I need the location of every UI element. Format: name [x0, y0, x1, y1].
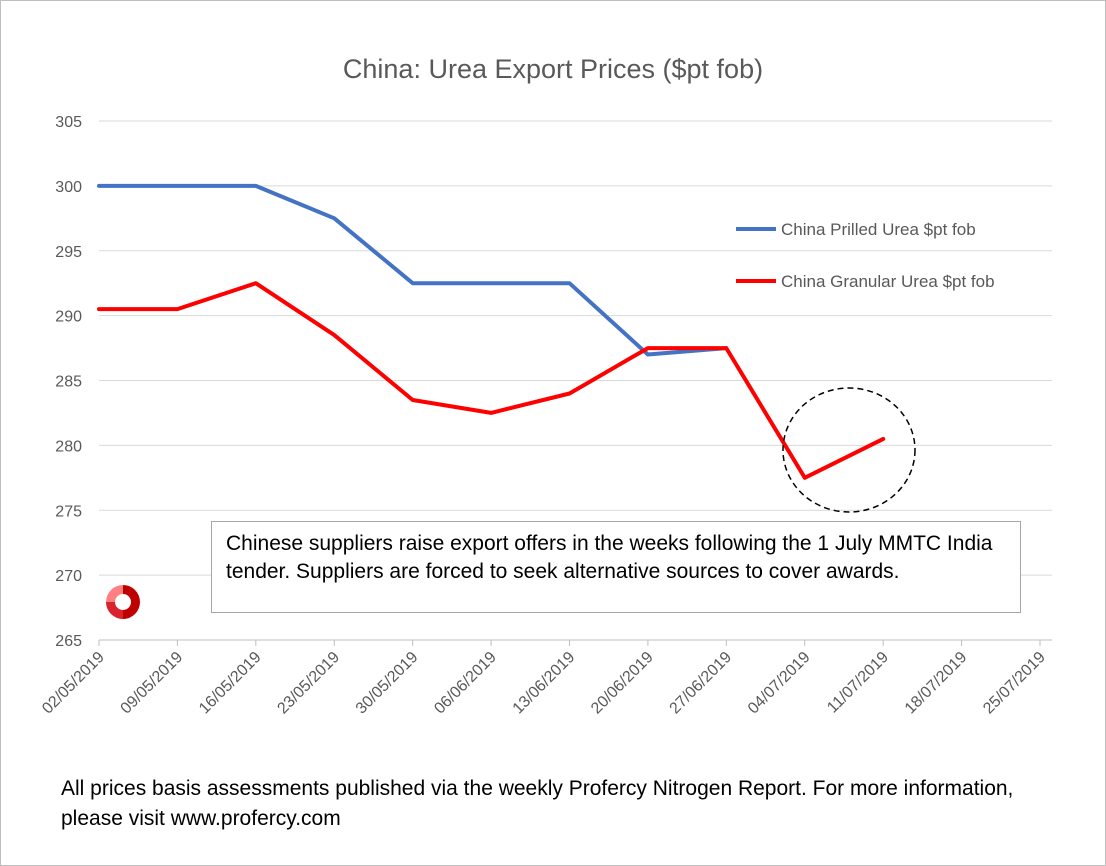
y-tick-label: 265: [55, 633, 82, 650]
series-line-0: [97, 183, 729, 357]
series-lines: [97, 183, 886, 480]
x-tick-label: 23/05/2019: [274, 649, 343, 718]
annotation-box: Chinese suppliers raise export offers in…: [211, 521, 1021, 613]
y-tick-label: 280: [55, 438, 82, 455]
x-tick-label: 11/07/2019: [824, 649, 892, 717]
highlight-circle: [782, 387, 916, 513]
x-tick-label: 18/07/2019: [902, 649, 971, 718]
x-tick-label: 06/06/2019: [431, 649, 500, 718]
y-axis-ticks: 265 270 275 280 285 290 295 300 305: [55, 114, 82, 650]
legend: China Prilled Urea $pt fob China Granular…: [736, 220, 995, 291]
legend-label: China Prilled Urea $pt fob: [781, 220, 976, 239]
y-tick-label: 305: [55, 114, 82, 131]
y-tick-label: 270: [55, 568, 82, 585]
x-tick-label: 27/06/2019: [667, 649, 736, 718]
chart-title: China: Urea Export Prices ($pt fob): [342, 54, 764, 84]
x-tick-label: 13/06/2019: [510, 649, 579, 718]
x-axis-ticks: 02/05/2019 09/05/2019 16/05/2019 23/05/2019…: [39, 640, 1049, 717]
y-tick-label: 285: [55, 374, 82, 391]
x-tick-label: 25/07/2019: [980, 649, 1049, 718]
annotation-text: Chinese suppliers raise export offers in…: [226, 532, 993, 583]
y-tick-label: 290: [55, 309, 82, 326]
y-tick-label: 295: [55, 244, 82, 261]
y-tick-label: 300: [55, 179, 82, 196]
footer-note: All prices basis assessments published v…: [61, 777, 1014, 830]
x-tick-label: 16/05/2019: [196, 649, 265, 718]
x-tick-label: 04/07/2019: [745, 649, 814, 718]
dashed-highlight-circle: [782, 387, 916, 513]
x-tick-label: 09/05/2019: [118, 649, 187, 718]
x-tick-label: 30/05/2019: [353, 649, 422, 718]
y-tick-label: 275: [55, 503, 82, 520]
x-tick-label: 20/06/2019: [588, 649, 657, 718]
legend-label: China Granular Urea $pt fob: [781, 272, 995, 291]
profercy-logo-icon: [106, 585, 140, 619]
x-tick-label: 02/05/2019: [39, 649, 108, 718]
